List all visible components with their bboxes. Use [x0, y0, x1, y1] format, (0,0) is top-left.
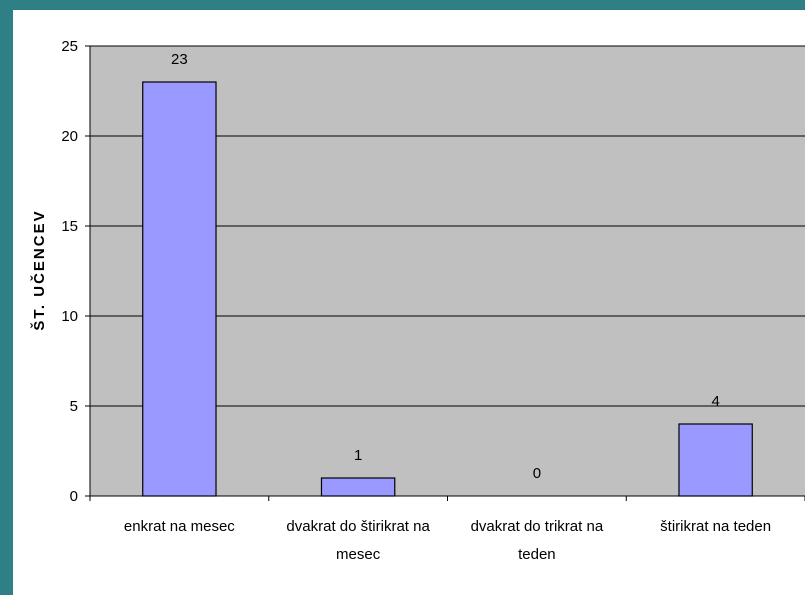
y-tick-label: 0	[70, 488, 78, 505]
x-tick-label: dvakrat do trikrat na	[471, 518, 604, 535]
data-label: 1	[354, 447, 362, 464]
x-tick-label: teden	[518, 546, 556, 563]
bars	[142, 81, 753, 497]
bar	[678, 423, 753, 497]
y-tick-label: 15	[61, 218, 78, 235]
y-tick-label: 10	[61, 308, 78, 325]
x-tick-label: dvakrat do štirikrat na	[286, 518, 430, 535]
y-axis-label: ŠT. UČENCEV	[30, 209, 48, 330]
bar	[320, 477, 396, 497]
x-tick-label: štirikrat na teden	[660, 518, 771, 535]
y-tick-label: 20	[61, 128, 78, 145]
x-tick-labels: enkrat na mesec dvakrat do štirikrat na me…	[124, 518, 771, 563]
data-label: 0	[533, 465, 541, 482]
y-tick-label: 5	[70, 398, 78, 415]
y-tick-label: 25	[61, 38, 78, 55]
data-label: 4	[711, 393, 719, 410]
bar	[142, 81, 217, 497]
data-label: 23	[171, 51, 188, 68]
x-tick-label: enkrat na mesec	[124, 518, 235, 535]
x-tick-label: mesec	[336, 546, 381, 563]
y-tick-labels: 0 5 10 15 20 25	[61, 38, 78, 505]
data-labels: 23 1 0 4	[171, 51, 720, 482]
axes	[85, 45, 805, 501]
